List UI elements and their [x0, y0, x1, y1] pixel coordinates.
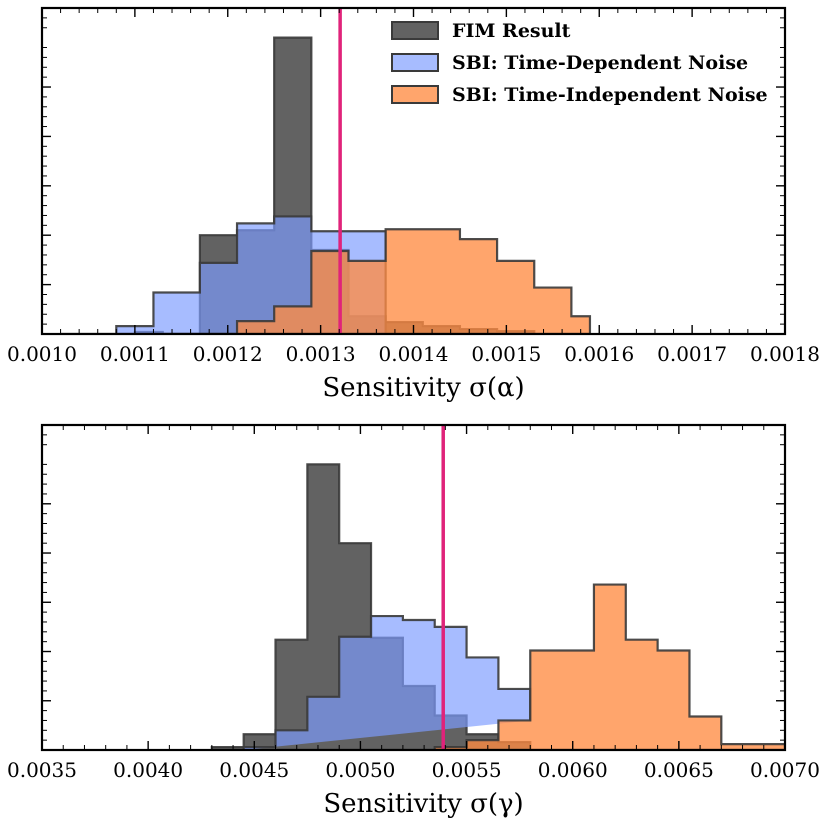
x-tick-label: 0.0040: [113, 758, 183, 782]
x-tick-label: 0.0015: [471, 342, 541, 366]
legend-label-fim-result: FIM Result: [452, 20, 571, 42]
axes-frame: [40, 423, 787, 752]
x-tick-label: 0.0016: [564, 342, 634, 366]
x-tick-label: 0.0012: [193, 342, 263, 366]
legend-swatch-fim-result: [391, 21, 439, 40]
legend-swatch-sbi-time-dependent-noise: [391, 53, 439, 72]
plot-area: [60, 8, 592, 334]
x-tick-label: 0.0018: [750, 342, 820, 366]
x-tick-label: 0.0050: [325, 758, 395, 782]
legend-label-sbi-time-dependent-noise: SBI: Time-Dependent Noise: [452, 52, 748, 74]
x-tick-label: 0.0045: [219, 758, 289, 782]
x-axis-label: Sensitivity σ(γ): [323, 789, 523, 819]
x-tick-label: 0.0060: [538, 758, 608, 782]
x-tick-label: 0.0017: [657, 342, 727, 366]
legend: FIM Result SBI: Time-Dependent Noise SBI: …: [391, 20, 768, 106]
x-tick-label: 0.0011: [100, 342, 170, 366]
gamma-histogram-panel: 0.0035 0.0040 0.0045 0.0050 0.0055 0.0060 0.00…: [7, 423, 820, 819]
alpha-histogram-panel: 0.0010 0.0011 0.0012 0.0013 0.0014 0.0015 0.00…: [7, 6, 820, 403]
x-tick-label: 0.0055: [432, 758, 502, 782]
histogram-series-sbi-time-independent-noise: [162, 228, 592, 334]
x-tick-label: 0.0070: [750, 758, 820, 782]
legend-swatch-sbi-time-independent-noise: [391, 85, 439, 104]
x-tick-label: 0.0010: [7, 342, 77, 366]
x-tick-label: 0.0014: [379, 342, 449, 366]
plot-area: [210, 425, 785, 750]
x-tick-label: 0.0035: [7, 758, 77, 782]
histogram-series-sbi-time-independent-noise: [433, 583, 785, 750]
histogram-series-sbi-time-dependent-noise: [242, 614, 532, 750]
x-axis-label: Sensitivity σ(α): [322, 373, 524, 403]
x-tick-label: 0.0065: [644, 758, 714, 782]
legend-label-sbi-time-independent-noise: SBI: Time-Independent Noise: [452, 84, 768, 106]
x-tick-label: 0.0013: [286, 342, 356, 366]
